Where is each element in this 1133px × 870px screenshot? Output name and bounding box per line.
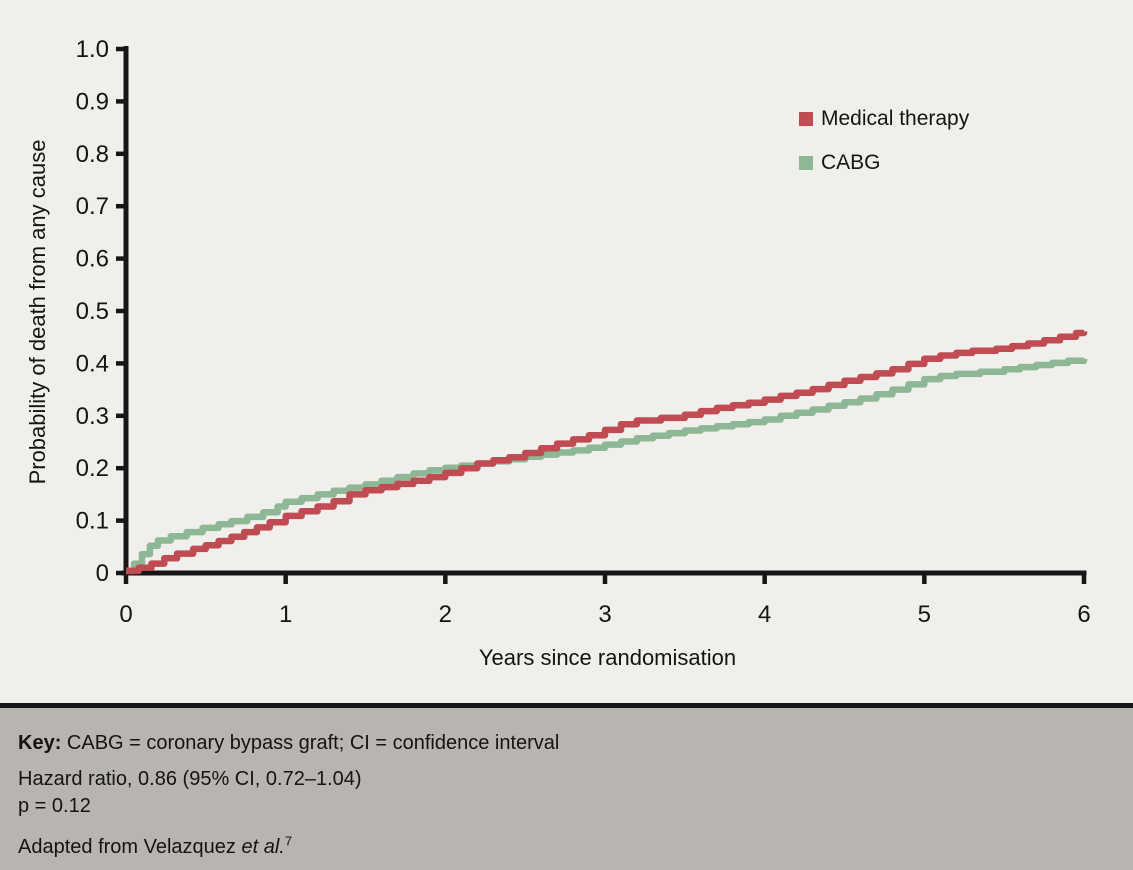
y-tick-label: 0.3: [76, 403, 109, 430]
y-tick-label: 1.0: [76, 36, 109, 63]
footer-key-label: Key:: [18, 732, 62, 754]
legend-label-medical-therapy: Medical therapy: [821, 107, 970, 130]
x-axis-label: Years since randomisation: [478, 645, 737, 670]
legend: Medical therapy CABG: [799, 107, 969, 175]
y-tick-label: 0: [96, 560, 109, 587]
footer-adapted-prefix: Adapted from Velazquez: [18, 836, 242, 858]
x-tick-label: 4: [758, 601, 771, 628]
x-tick-label: 1: [279, 601, 292, 628]
legend-item-cabg: CABG: [799, 151, 969, 175]
y-tick-label: 0.7: [76, 193, 109, 220]
footer-key-text: CABG = coronary bypass graft; CI = confi…: [61, 732, 560, 754]
y-tick-label: 0.2: [76, 455, 109, 482]
x-tick-label: 5: [918, 601, 931, 628]
kaplan-meier-chart: 0 0.1 0.2 0.3 0.4 0.5 0.6 0.7 0.8 0.9 1.0 0 1 2 3 4 5 6: [76, 36, 1091, 628]
plot-area: 0 0.1 0.2 0.3 0.4 0.5 0.6 0.7 0.8 0.9 1.0 0 1 2 3 4 5 6 P…: [25, 36, 1091, 670]
x-tick-label: 3: [598, 601, 611, 628]
footer-hazard-ratio: Hazard ratio, 0.86 (95% CI, 0.72–1.04): [18, 768, 362, 790]
y-tick-label: 0.8: [76, 141, 109, 168]
x-tick-label: 2: [439, 601, 452, 628]
medical-therapy-swatch-icon: [799, 112, 813, 126]
legend-label-cabg: CABG: [821, 151, 881, 174]
footer-adapted-italic: et al.: [241, 836, 285, 858]
footer-p-value: p = 0.12: [18, 795, 91, 817]
footer-key-line: Key: CABG = coronary bypass graft; CI = …: [18, 732, 559, 755]
y-axis-label: Probability of death from any cause: [25, 139, 50, 485]
footer-source-citation: Adapted from Velazquez et al.7: [18, 833, 293, 859]
y-tick-label: 0.9: [76, 88, 109, 115]
cabg-swatch-icon: [799, 156, 813, 170]
y-tick-label: 0.6: [76, 246, 109, 273]
y-tick-label: 0.5: [76, 298, 109, 325]
x-tick-label: 6: [1077, 601, 1090, 628]
footer-adapted-superscript: 7: [284, 833, 293, 849]
curve-medical-therapy: [126, 329, 1088, 575]
legend-item-medical-therapy: Medical therapy: [799, 107, 969, 131]
x-tick-label: 0: [119, 601, 132, 628]
y-tick-label: 0.1: [76, 508, 109, 535]
y-tick-label: 0.4: [76, 350, 109, 377]
footer-panel: Key: CABG = coronary bypass graft; CI = …: [0, 703, 1133, 870]
curve-cabg: [126, 357, 1088, 575]
